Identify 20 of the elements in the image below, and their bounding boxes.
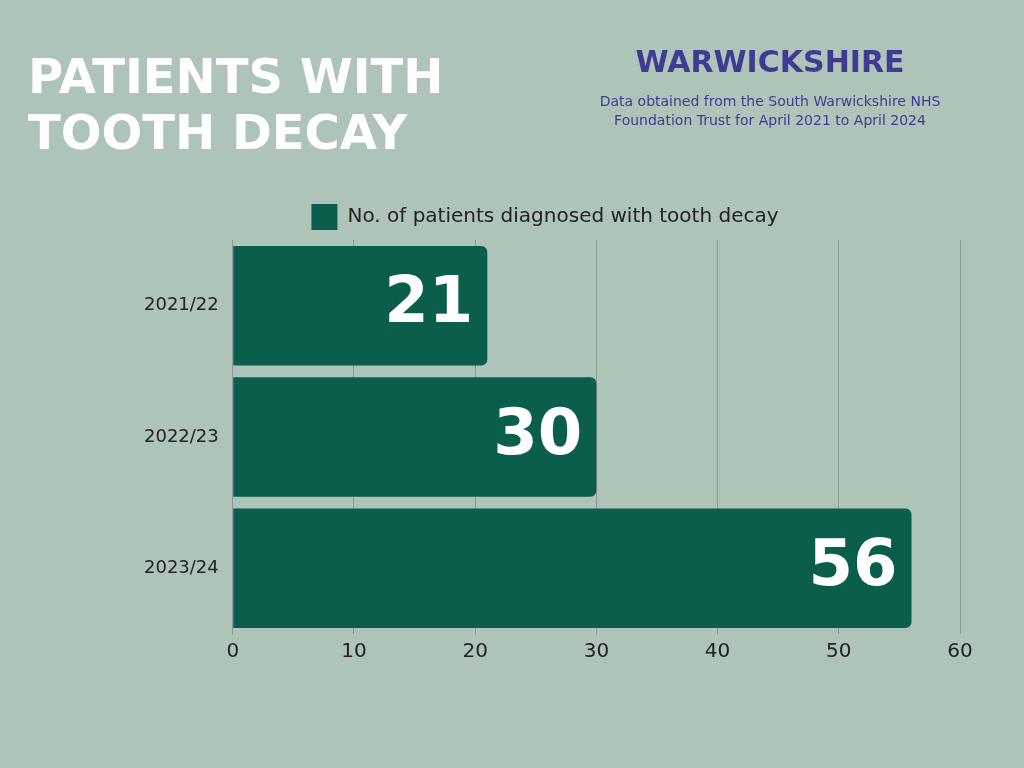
text: Data obtained from the South Warwickshire NHS Foundation Trust for April 2021 to April 2024 (598, 92, 942, 130)
chart-subtitle: WARWICKSHIRE (634, 44, 906, 79)
x-tick-label: 60 (947, 638, 973, 663)
x-tick-label: 50 (826, 638, 852, 663)
y-tick-label: 2022/23 (144, 424, 219, 446)
data-label: 56 (808, 525, 898, 600)
bar (233, 377, 597, 497)
x-tick-label: 40 (704, 638, 731, 663)
legend-label: No. of patients diagnosed with tooth decay (347, 203, 779, 228)
x-tick-label: 20 (462, 638, 488, 663)
data-label: 21 (384, 263, 474, 338)
x-tick-label: 30 (583, 638, 610, 663)
data-label: 30 (493, 394, 583, 469)
x-tick-label: 0 (226, 638, 240, 663)
bar (233, 245, 488, 366)
x-tick-label: 10 (341, 638, 367, 663)
y-tick-label: 2021/22 (144, 293, 219, 315)
bar (233, 508, 912, 629)
y-tick-label: 2023/24 (144, 556, 219, 578)
chart-title: PATIENTS WITH TOOTH DECAY (28, 48, 445, 160)
